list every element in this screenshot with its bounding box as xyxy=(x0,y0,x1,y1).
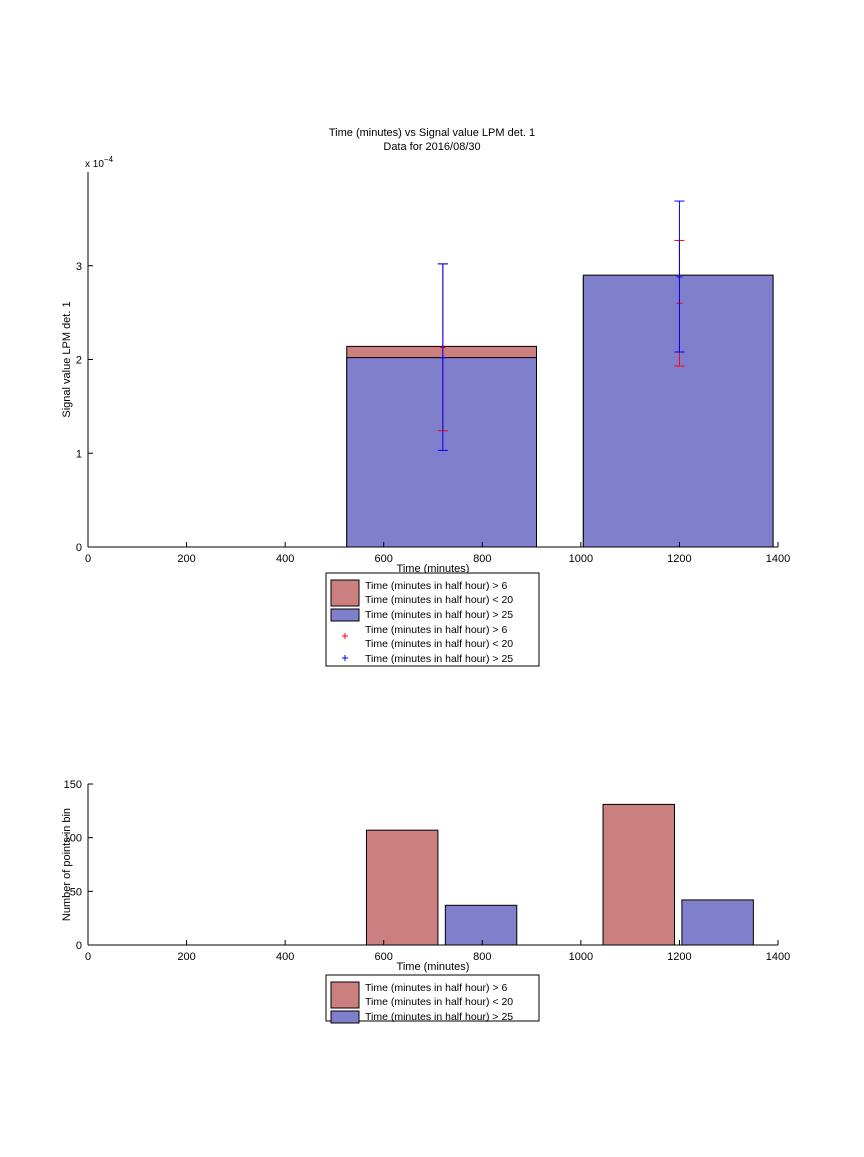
x-tick-label: 1400 xyxy=(766,951,790,963)
x-axis-label: Time (minutes) xyxy=(397,961,470,973)
x-tick-label: 400 xyxy=(276,951,294,963)
legend-entry-marker-red: Time (minutes in half hour) > 6 Time (min… xyxy=(342,624,513,650)
legend-label: Time (minutes in half hour) > 6 xyxy=(365,624,507,636)
y-tick-label: 0 xyxy=(76,940,82,952)
legend-entry-patch-red: Time (minutes in half hour) > 6 Time (min… xyxy=(330,579,513,607)
y-tick-label: 3 xyxy=(76,261,82,273)
legend-label: Time (minutes in half hour) < 20 xyxy=(365,996,513,1008)
legend-swatch xyxy=(330,981,360,1009)
bar-red-2 xyxy=(602,803,675,946)
y-axis-label: Number of points in bin xyxy=(61,808,73,921)
legend-entry-patch-blue: Time (minutes in half hour) > 25 xyxy=(330,608,513,622)
x-tick-label: 600 xyxy=(375,553,393,565)
bar-red-0 xyxy=(365,829,439,946)
x-tick-label: 1000 xyxy=(569,951,593,963)
legend-entry-marker-blue: Time (minutes in half hour) > 25 xyxy=(342,653,513,665)
legend-label: Time (minutes in half hour) > 25 xyxy=(365,609,513,621)
x-tick-label: 800 xyxy=(473,951,491,963)
legend-label: Time (minutes in half hour) < 20 xyxy=(365,638,513,650)
y-tick-label: 1 xyxy=(76,448,82,460)
y-tick-label: 150 xyxy=(64,779,82,791)
x-tick-label: 600 xyxy=(375,951,393,963)
bar-blue-3 xyxy=(681,899,754,946)
legend: Time (minutes in half hour) > 6 Time (min… xyxy=(325,974,540,1024)
x-tick-label: 1400 xyxy=(766,553,790,565)
chart-counts: 0 200 400 600 800 1000 1200 1400 0 50 100 150 Time (… xyxy=(61,779,790,1024)
legend-label: Time (minutes in half hour) > 25 xyxy=(365,1011,513,1023)
legend-swatch xyxy=(330,579,360,607)
legend-label: Time (minutes in half hour) > 25 xyxy=(365,653,513,665)
errorbar-blue-3 xyxy=(674,200,685,353)
legend-label: Time (minutes in half hour) > 6 xyxy=(365,580,507,592)
legend-box xyxy=(325,572,540,667)
legend-entry-patch-red: Time (minutes in half hour) > 6 Time (min… xyxy=(330,981,513,1009)
legend-label: Time (minutes in half hour) > 6 xyxy=(365,982,507,994)
x-axis-label: Time (minutes) xyxy=(397,563,470,575)
legend-box xyxy=(325,974,540,1022)
chart-title-line1: Time (minutes) vs Signal value LPM det. … xyxy=(329,127,535,139)
y-exponent-label: x 10−4 xyxy=(85,155,114,170)
legend-label: Time (minutes in half hour) < 20 xyxy=(365,594,513,606)
legend-swatch xyxy=(330,1010,360,1024)
bar-blue-1 xyxy=(346,357,537,548)
bar-blue-1 xyxy=(444,904,518,946)
x-tick-label: 0 xyxy=(85,553,91,565)
bar-blue-3 xyxy=(582,274,774,548)
x-tick-label: 0 xyxy=(85,951,91,963)
y-tick-label: 0 xyxy=(76,542,82,554)
x-tick-label: 1200 xyxy=(667,553,691,565)
x-tick-label: 200 xyxy=(177,553,195,565)
chart-title-line2: Data for 2016/08/30 xyxy=(383,141,480,153)
legend-swatch xyxy=(330,608,360,622)
y-tick-label: 50 xyxy=(70,886,82,898)
x-tick-label: 1000 xyxy=(569,553,593,565)
y-axis-label: Signal value LPM det. 1 xyxy=(61,301,73,417)
legend-entry-patch-blue: Time (minutes in half hour) > 25 xyxy=(330,1010,513,1024)
x-tick-label: 400 xyxy=(276,553,294,565)
y-exponent-base: x 10 xyxy=(85,159,104,170)
y-tick-label: 100 xyxy=(64,833,82,845)
x-tick-label: 200 xyxy=(177,951,195,963)
y-tick-label: 2 xyxy=(76,355,82,367)
x-tick-label: 1200 xyxy=(667,951,691,963)
x-tick-label: 800 xyxy=(473,553,491,565)
chart-signal: 0 200 400 600 800 1000 1200 1400 0 1 2 3 x 10−4 Time … xyxy=(61,155,790,667)
legend: Time (minutes in half hour) > 6 Time (min… xyxy=(325,572,540,667)
errorbar-blue-1 xyxy=(437,263,448,451)
y-exponent-power: −4 xyxy=(104,155,114,164)
